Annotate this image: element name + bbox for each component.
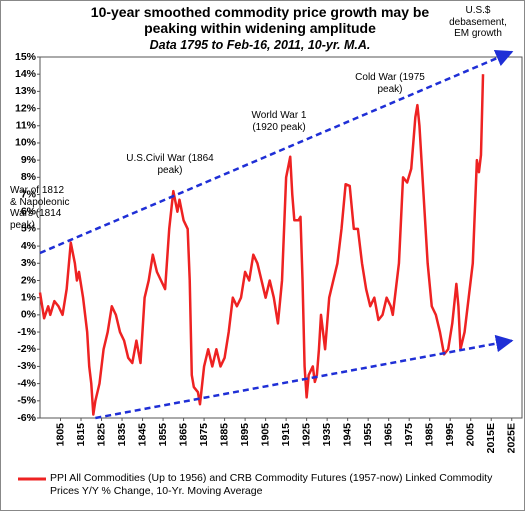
x-tick-label: 1945 — [341, 423, 353, 447]
y-tick-label: 5% — [21, 223, 37, 235]
x-tick-label: 1835 — [116, 423, 128, 447]
x-tick-label: 1805 — [54, 423, 66, 447]
y-tick-label: 15% — [15, 51, 37, 63]
x-tick-label: 1875 — [198, 423, 210, 447]
plot-frame — [39, 56, 523, 419]
trend-line — [95, 334, 514, 420]
chart-subtitle: Data 1795 to Feb-16, 2011, 10-yr. M.A. — [149, 38, 371, 52]
annotation: Cold War (1975 peak) — [355, 72, 425, 95]
x-tick-label: 1895 — [239, 423, 251, 447]
x-tick-label: 1985 — [423, 423, 435, 447]
y-tick-label: -2% — [17, 343, 36, 355]
y-tick-label: 0% — [21, 309, 37, 321]
y-tick-label: 12% — [15, 102, 37, 114]
y-tick-label: 2% — [21, 274, 37, 286]
y-tick-label: 13% — [15, 85, 37, 97]
x-tick-label: 1825 — [95, 423, 107, 447]
x-tick-label: 1855 — [157, 423, 169, 447]
series-line — [38, 74, 485, 416]
y-tick-label: 4% — [21, 240, 37, 252]
annotation: U.S.Civil War (1864 peak) — [126, 153, 214, 176]
y-tick-label: -1% — [17, 326, 36, 338]
chart-title: 10-year smoothed commodity price growth … — [90, 4, 430, 36]
y-tick-label: 7% — [21, 188, 37, 200]
annotation: War of 1812 & Napoleonic Wars (1814 peak… — [10, 185, 70, 231]
x-tick-label: 2005 — [465, 423, 477, 447]
x-tick-label: 2025E — [506, 423, 518, 453]
x-tick-label: 1975 — [403, 423, 415, 447]
annotation: U.S.$ debasement, EM growth — [449, 5, 507, 39]
y-tick-label: 1% — [21, 291, 37, 303]
x-tick-label: 1865 — [177, 423, 189, 447]
y-tick-label: -6% — [17, 412, 36, 424]
x-tick-label: 1815 — [75, 423, 87, 447]
x-tick-label: 1935 — [321, 423, 333, 447]
y-tick-label: 8% — [21, 171, 37, 183]
y-tick-label: 6% — [21, 205, 37, 217]
x-tick-label: 1885 — [218, 423, 230, 447]
y-tick-label: -4% — [17, 377, 36, 389]
y-tick-label: 3% — [21, 257, 37, 269]
x-tick-label: 2015E — [485, 423, 497, 453]
x-tick-label: 1915 — [280, 423, 292, 447]
x-tick-label: 1925 — [300, 423, 312, 447]
x-tick-label: 1955 — [362, 423, 374, 447]
x-tick-label: 1905 — [259, 423, 271, 447]
y-tick-label: -3% — [17, 360, 36, 372]
x-tick-label: 1845 — [136, 423, 148, 447]
x-tick-label: 1965 — [382, 423, 394, 447]
annotation: World War 1 (1920 peak) — [251, 110, 307, 133]
y-tick-label: -5% — [17, 395, 36, 407]
y-tick-label: 11% — [16, 120, 37, 132]
trend-line — [39, 49, 514, 255]
y-tick-label: 14% — [15, 68, 37, 80]
x-tick-label: 1995 — [444, 423, 456, 447]
y-tick-label: 9% — [21, 154, 37, 166]
legend-label: PPI All Commodities (Up to 1956) and CRB… — [50, 472, 493, 497]
y-tick-label: 10% — [15, 137, 37, 149]
